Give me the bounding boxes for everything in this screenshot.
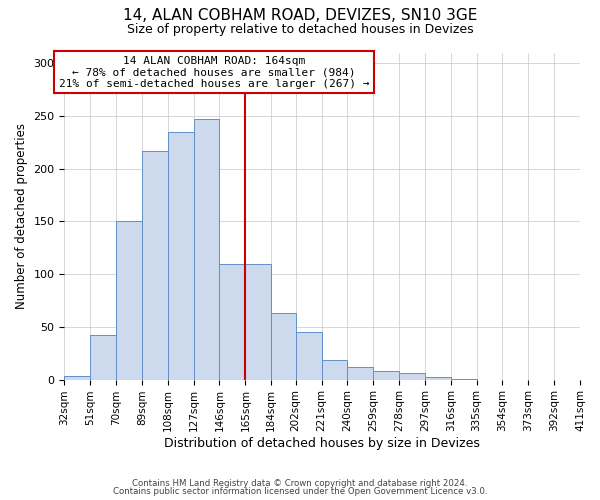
Bar bbox=[168, 132, 194, 380]
Bar bbox=[245, 264, 271, 380]
Bar bbox=[64, 376, 90, 380]
Bar bbox=[399, 374, 425, 380]
Bar bbox=[271, 313, 296, 380]
Text: Contains public sector information licensed under the Open Government Licence v3: Contains public sector information licen… bbox=[113, 487, 487, 496]
Bar bbox=[220, 264, 245, 380]
Bar bbox=[90, 336, 116, 380]
Bar bbox=[296, 332, 322, 380]
Bar bbox=[425, 378, 451, 380]
Bar bbox=[322, 360, 347, 380]
X-axis label: Distribution of detached houses by size in Devizes: Distribution of detached houses by size … bbox=[164, 437, 480, 450]
Text: 14 ALAN COBHAM ROAD: 164sqm
← 78% of detached houses are smaller (984)
21% of se: 14 ALAN COBHAM ROAD: 164sqm ← 78% of det… bbox=[59, 56, 369, 89]
Bar bbox=[373, 371, 399, 380]
Y-axis label: Number of detached properties: Number of detached properties bbox=[15, 123, 28, 309]
Bar bbox=[347, 367, 373, 380]
Text: 14, ALAN COBHAM ROAD, DEVIZES, SN10 3GE: 14, ALAN COBHAM ROAD, DEVIZES, SN10 3GE bbox=[123, 8, 477, 22]
Bar bbox=[451, 378, 476, 380]
Bar bbox=[116, 222, 142, 380]
Bar bbox=[142, 150, 168, 380]
Bar bbox=[194, 119, 220, 380]
Text: Size of property relative to detached houses in Devizes: Size of property relative to detached ho… bbox=[127, 22, 473, 36]
Text: Contains HM Land Registry data © Crown copyright and database right 2024.: Contains HM Land Registry data © Crown c… bbox=[132, 478, 468, 488]
